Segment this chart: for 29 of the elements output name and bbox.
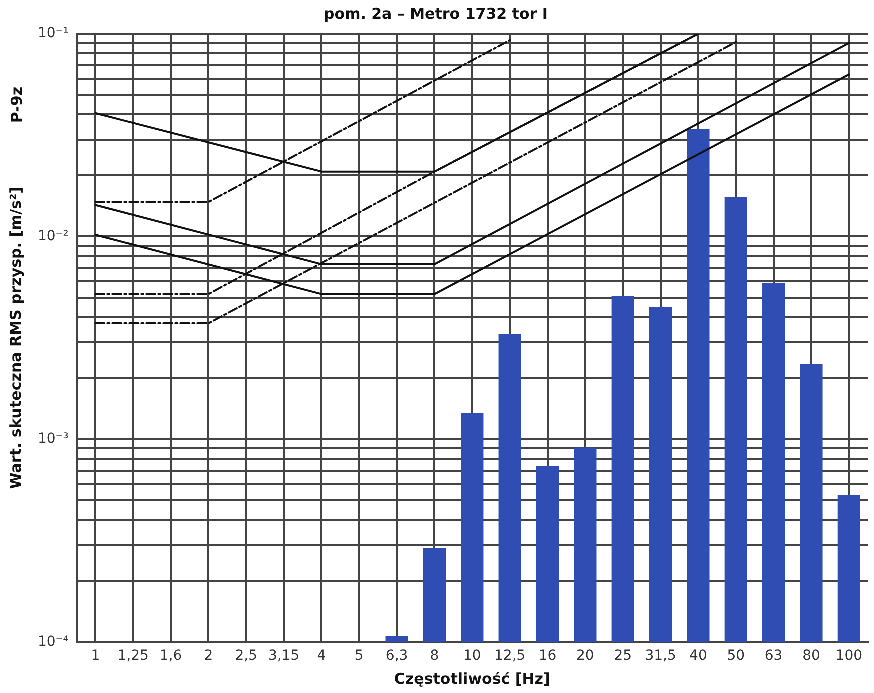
x-tick-label: 3,15 [268,648,300,664]
y-tick-label: 10⁻³ [38,431,69,448]
x-tick-label: 25 [614,648,632,664]
x-tick-label: 20 [576,648,594,664]
y-tick-label: 10⁻² [38,228,69,244]
x-tick-label: 50 [727,648,746,664]
x-tick-label: 1 [91,648,100,664]
x-tick-label: 31,5 [645,648,676,664]
chart-title: pom. 2a – Metro 1732 tor I [324,4,548,23]
x-tick-label: 12,5 [494,648,526,664]
x-tick-label: 1,25 [118,648,149,664]
x-tick-label: 40 [690,648,708,664]
x-tick-label: 16 [538,648,557,664]
x-tick-label: 8 [430,648,440,664]
x-axis-title: Częstotliwość [Hz] [394,670,550,688]
x-tick-label: 2,5 [235,648,258,664]
x-tick-label: 63 [764,648,783,664]
x-tick-label: 4 [317,648,326,664]
y-axis-title: Wart. skuteczna RMS przysp. [m/s²] [6,186,25,490]
x-tick-label: 5 [354,648,364,664]
x-tick-label: 80 [802,648,820,664]
x-tick-label: 100 [836,648,863,664]
x-tick-label: 6,3 [386,648,408,664]
x-tick-label: 10 [463,648,482,664]
x-tick-label: 1,6 [160,648,182,664]
text: P-9z [8,86,26,124]
y-tick-label: 10⁻¹ [38,26,69,42]
y-tick-label: 10⁻⁴ [38,634,70,650]
x-tick-label: 2 [204,648,214,664]
